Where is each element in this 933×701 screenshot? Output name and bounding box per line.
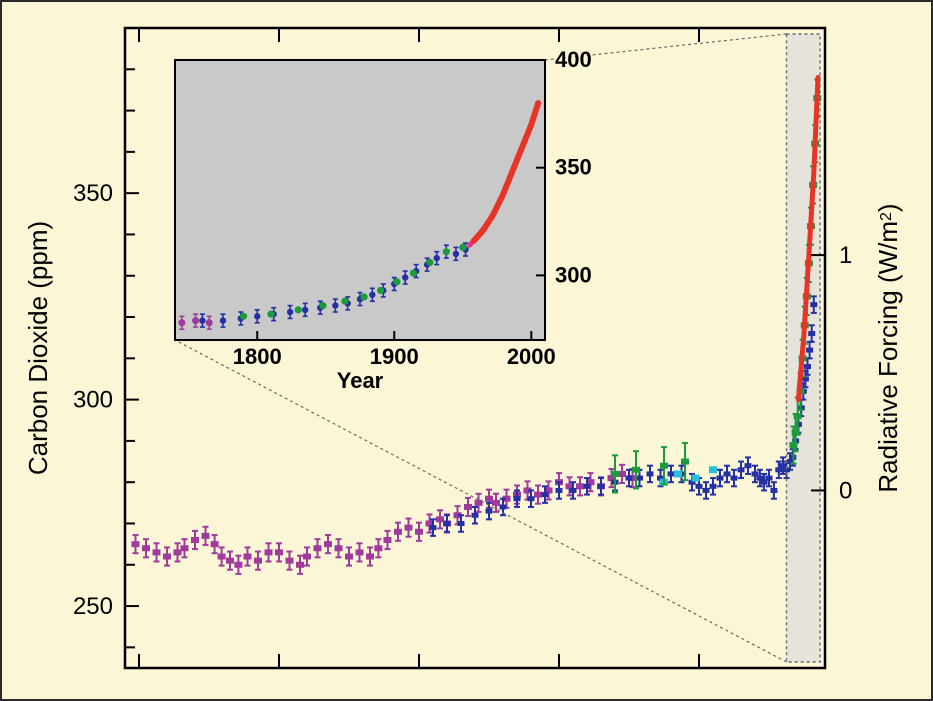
inset-x-tick: 1900 bbox=[370, 344, 419, 369]
inset-y-tick: 350 bbox=[555, 155, 592, 180]
y2-axis-label: Radiative Forcing (W/m2) bbox=[873, 203, 903, 492]
y-tick-label: 250 bbox=[73, 593, 113, 620]
y-axis-label: Carbon Dioxide (ppm) bbox=[23, 221, 53, 475]
y-tick-label: 300 bbox=[73, 387, 113, 414]
y-tick-label: 350 bbox=[73, 180, 113, 207]
inset-y-tick: 300 bbox=[555, 262, 592, 287]
svg-text:Radiative Forcing (W/m2): Radiative Forcing (W/m2) bbox=[873, 203, 903, 492]
inset-x-tick: 2000 bbox=[507, 344, 556, 369]
inset-y-tick: 400 bbox=[555, 47, 592, 72]
co2-chart: 250 300 350 0 1 Carbon Dioxide (ppm) Radiative… bbox=[0, 0, 933, 701]
y2-tick-label: 0 bbox=[839, 477, 852, 504]
y2-tick-label: 1 bbox=[839, 242, 852, 269]
inset-x-tick: 1800 bbox=[233, 344, 282, 369]
inset-x-label: Year bbox=[337, 368, 384, 393]
